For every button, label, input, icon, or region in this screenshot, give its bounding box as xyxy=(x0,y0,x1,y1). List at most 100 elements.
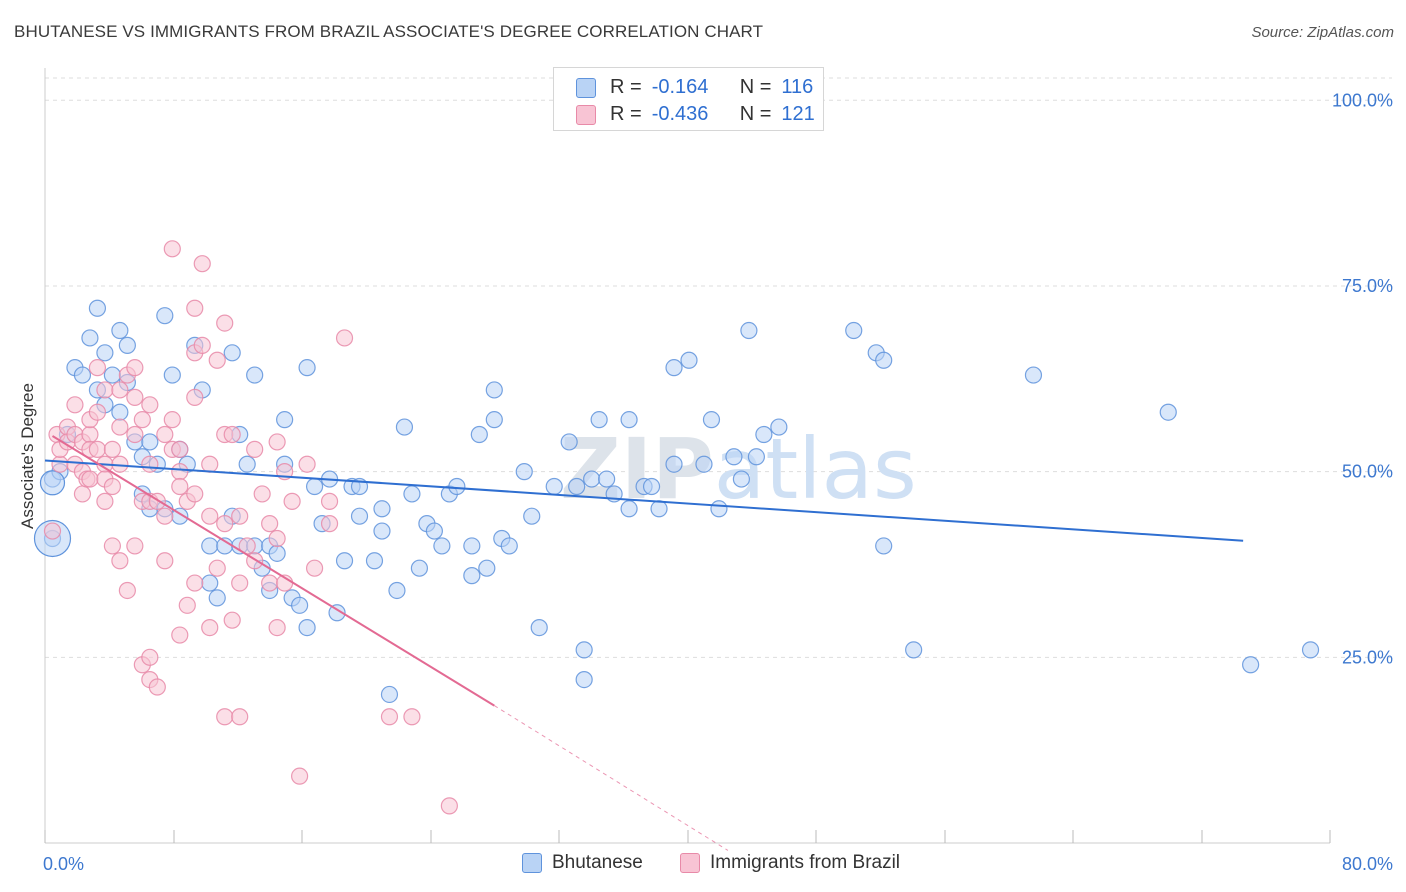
data-point xyxy=(1024,366,1043,384)
data-point xyxy=(620,411,638,429)
data-point xyxy=(231,708,249,726)
data-point xyxy=(103,477,121,496)
data-point xyxy=(485,381,503,399)
legend-item-brazil[interactable]: Immigrants from Brazil xyxy=(680,852,900,874)
data-point xyxy=(365,552,384,570)
data-point xyxy=(126,425,144,444)
data-point xyxy=(88,440,107,458)
data-point xyxy=(755,425,773,444)
data-point xyxy=(43,522,62,540)
data-point xyxy=(246,366,264,384)
data-point xyxy=(523,507,541,525)
data-point xyxy=(1159,403,1177,421)
data-point xyxy=(905,641,923,659)
data-point xyxy=(875,537,893,555)
data-point xyxy=(680,351,698,369)
data-point xyxy=(530,619,548,637)
data-point xyxy=(208,559,226,577)
data-point xyxy=(231,507,249,525)
data-point xyxy=(223,344,241,362)
data-point xyxy=(88,299,107,317)
data-point xyxy=(163,240,181,258)
data-point xyxy=(103,537,121,555)
bhutanese-legend-swatch xyxy=(522,853,542,873)
data-point xyxy=(298,619,316,637)
data-point xyxy=(448,477,466,496)
data-point xyxy=(208,351,226,369)
data-point xyxy=(81,470,99,488)
legend-item-bhutanese[interactable]: Bhutanese xyxy=(522,852,643,874)
data-point xyxy=(515,463,533,481)
data-point xyxy=(201,619,219,637)
r-value: -0.436 xyxy=(651,103,709,125)
data-point xyxy=(193,255,211,273)
n-value: 121 xyxy=(781,103,815,125)
data-point xyxy=(141,648,159,666)
data-point xyxy=(216,314,234,332)
data-point xyxy=(283,492,301,510)
data-point xyxy=(216,708,234,726)
data-point xyxy=(171,463,189,481)
data-point xyxy=(268,433,286,451)
data-point xyxy=(575,641,593,659)
data-point xyxy=(163,411,181,429)
data-point xyxy=(126,359,144,377)
data-point xyxy=(665,455,683,473)
data-point xyxy=(298,359,316,377)
bhutanese-points xyxy=(33,299,1320,704)
data-point xyxy=(433,537,451,555)
data-point xyxy=(470,425,488,444)
data-point xyxy=(253,485,271,503)
data-point xyxy=(171,440,189,458)
data-point xyxy=(208,589,226,607)
data-point xyxy=(171,626,189,644)
data-point xyxy=(118,581,136,600)
grid-lines xyxy=(45,77,1392,658)
data-point xyxy=(305,477,324,496)
data-point xyxy=(81,329,99,347)
data-point xyxy=(710,500,728,518)
stats-row-brazil: R = -0.436 N = 121 xyxy=(576,103,815,126)
data-point xyxy=(305,559,324,577)
data-point xyxy=(96,492,114,510)
data-point xyxy=(373,522,391,540)
n-label: N = xyxy=(739,76,772,98)
n-value: 116 xyxy=(781,76,814,98)
r-label: R = xyxy=(610,76,642,98)
data-point xyxy=(298,455,316,473)
data-point xyxy=(320,515,339,533)
data-point xyxy=(463,537,481,555)
data-point xyxy=(740,321,758,340)
data-point xyxy=(320,492,339,510)
legend-label-bhutanese: Bhutanese xyxy=(552,852,643,873)
data-point xyxy=(163,366,181,384)
watermark: ZIPatlas xyxy=(560,420,917,518)
y-axis-label: Associate's Degree xyxy=(18,383,37,529)
data-point xyxy=(156,307,174,325)
data-point xyxy=(485,411,503,429)
data-point xyxy=(403,708,421,726)
data-point xyxy=(88,403,107,421)
data-point xyxy=(186,299,204,317)
data-point xyxy=(186,388,204,406)
data-point xyxy=(545,477,563,496)
data-point xyxy=(590,411,608,429)
data-point xyxy=(103,440,121,458)
data-point xyxy=(373,500,391,518)
data-point xyxy=(732,470,751,488)
data-point xyxy=(88,359,107,377)
data-point xyxy=(261,515,279,533)
data-point xyxy=(118,336,136,354)
bhutanese-swatch xyxy=(576,77,596,98)
brazil-legend-swatch xyxy=(680,853,700,873)
data-point xyxy=(403,485,421,503)
data-point xyxy=(478,559,496,577)
data-point xyxy=(96,381,114,399)
data-point xyxy=(111,381,129,399)
data-point xyxy=(103,366,121,384)
data-point xyxy=(186,485,204,503)
bottom-legend: Bhutanese Immigrants from Brazil xyxy=(0,852,1406,880)
data-point xyxy=(291,596,309,614)
data-point xyxy=(223,425,241,444)
